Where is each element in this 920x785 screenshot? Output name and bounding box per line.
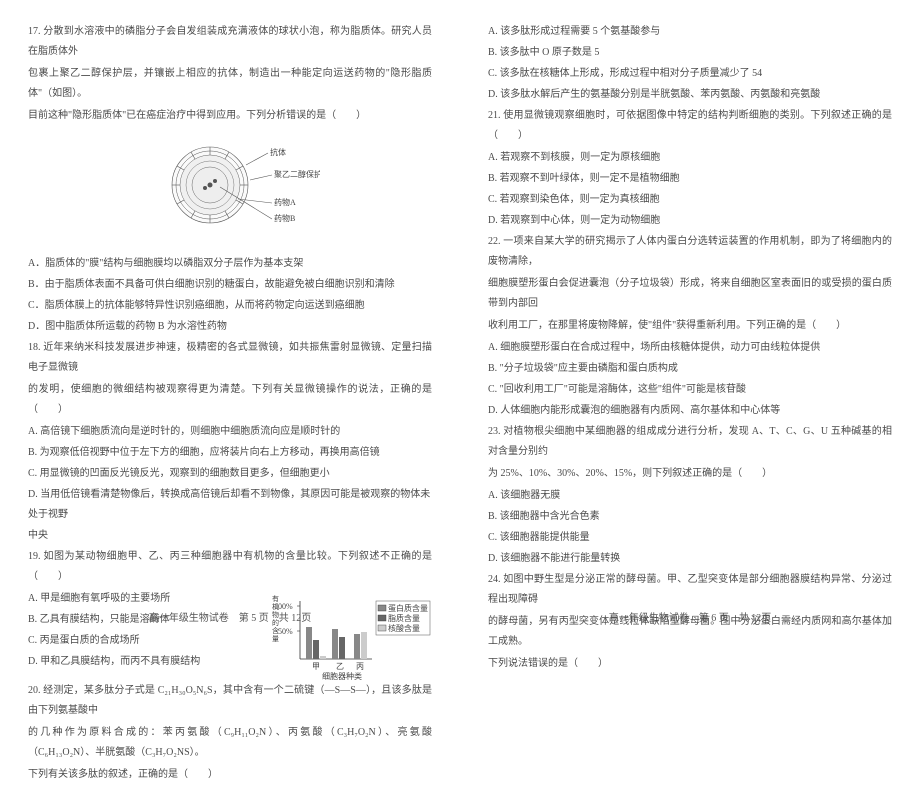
q23-opt-b: B. 该细胞器中含光合色素 <box>488 507 892 527</box>
q23-line: 23. 对植物根尖细胞中某细胞器的组成成分进行分析，发现 A、T、C、G、U 五… <box>488 422 892 462</box>
q22-opt-c: C. "回收利用工厂"可能是溶酶体，这些"组件"可能是核苷酸 <box>488 380 892 400</box>
liposome-svg: 抗体 聚乙二醇保护层 药物A 药物B <box>140 130 320 240</box>
label-drug-a: 药物A <box>274 197 296 207</box>
q17-stem: 17. 分散到水溶液中的磷脂分子会自发组装成充满液体的球状小泡，称为脂质体。研究… <box>28 22 432 126</box>
q23-opt-d: D. 该细胞器不能进行能量转换 <box>488 549 892 569</box>
q21-line: 21. 使用显微镜观察细胞时，可依据图像中特定的结构判断细胞的类别。下列叙述正确… <box>488 106 892 146</box>
xcat-2: 乙 <box>336 662 344 671</box>
bar-nucleic <box>320 656 326 659</box>
q20-opt-c: C. 该多肽在核糖体上形成，形成过程中相对分子质量减少了 54 <box>488 64 892 84</box>
q20-line: 的几种作为原料合成的：苯丙氨酸（C₉H₁₁O₂N）、丙氨酸（C₃H₇O₂N）、亮… <box>28 723 432 763</box>
q18-line: 的发明，使细胞的微细结构被观察得更为清楚。下列有关显微镜操作的说法，正确的是（ … <box>28 380 432 420</box>
q18-opt-a: A. 高倍镜下细胞质流向是逆时针的，则细胞中细胞质流向应是顺时针的 <box>28 422 432 442</box>
q22-line: 收利用工厂，在那里将废物降解，使"组件"获得重新利用。下列正确的是（ ） <box>488 316 892 336</box>
label-drug-b: 药物B <box>274 213 295 223</box>
bar-protein <box>306 627 312 659</box>
bar-lipid <box>339 637 345 659</box>
leader <box>246 153 268 165</box>
q23-opt-a: A. 该细胞器无膜 <box>488 486 892 506</box>
q17-line: 17. 分散到水溶液中的磷脂分子会自发组装成充满液体的球状小泡，称为脂质体。研究… <box>28 22 432 62</box>
q24-line: 下列说法错误的是（ ） <box>488 654 892 674</box>
xcat-1: 甲 <box>312 662 320 671</box>
q17-diagram: 抗体 聚乙二醇保护层 药物A 药物B <box>28 130 432 248</box>
q17-opt-c: C．脂质体膜上的抗体能够特异性识别癌细胞，从而将药物定向运送到癌细胞 <box>28 296 432 316</box>
footer-right: 高一年级生物试卷 第 6 页 共 12页 <box>460 609 920 629</box>
q20-opt-a: A. 该多肽形成过程需要 5 个氨基酸参与 <box>488 22 892 42</box>
q18-opt-b: B. 为观察低倍视野中位于左下方的细胞，应将装片向右上方移动，再换用高倍镜 <box>28 443 432 463</box>
q19-line: 19. 如图为某动物细胞甲、乙、丙三种细胞器中有机物的含量比较。下列叙述不正确的… <box>28 547 432 587</box>
q17-opt-b: B．由于脂质体表面不具备可供白细胞识别的糖蛋白，故能避免被白细胞识别和清除 <box>28 275 432 295</box>
q22-line: 22. 一项来自某大学的研究揭示了人体内蛋白分选转运装置的作用机制，即为了将细胞… <box>488 232 892 272</box>
q23-opt-c: C. 该细胞器能提供能量 <box>488 528 892 548</box>
page-right: A. 该多肽形成过程需要 5 个氨基酸参与 B. 该多肽中 O 原子数是 5 C… <box>460 0 920 637</box>
q21-opt-d: D. 若观察到中心体，则一定为动物细胞 <box>488 211 892 231</box>
label-antibody: 抗体 <box>270 147 286 157</box>
q22-line: 细胞膜塑形蛋白会促进囊泡（分子垃圾袋）形成，将来自细胞区室表面旧的或受损的蛋白质… <box>488 274 892 314</box>
drug-b-dot <box>208 183 213 188</box>
q22-opt-b: B. "分子垃圾袋"应主要由磷脂和蛋白质构成 <box>488 359 892 379</box>
q20-line: 20. 经测定，某多肽分子式是 C₂₁H₃₀O₅N₆S，其中含有一个二硫键（—S… <box>28 681 432 721</box>
q20-opt-b: B. 该多肽中 O 原子数是 5 <box>488 43 892 63</box>
q23-line: 为 25%、10%、30%、20%、15%，则下列叙述正确的是（ ） <box>488 464 892 484</box>
q17-opt-d: D．图中脂质体所运载的药物 B 为水溶性药物 <box>28 317 432 337</box>
q17-opt-a: A．脂质体的"膜"结构与细胞膜均以磷脂双分子层作为基本支架 <box>28 254 432 274</box>
leader <box>250 175 272 180</box>
q20-opt-d: D. 该多肽水解后产生的氨基酸分别是半胱氨酸、苯丙氨酸、丙氨酸和亮氨酸 <box>488 85 892 105</box>
x-label: 细胞器种类 <box>322 671 362 681</box>
q19-chart: 50% 100% 有机物的含量 甲 乙 丙 细胞器种类 蛋白质含量 <box>272 591 432 681</box>
q21-opt-b: B. 若观察不到叶绿体，则一定不是植物细胞 <box>488 169 892 189</box>
drug-b-dot <box>213 179 217 183</box>
bar-protein <box>332 629 338 659</box>
q20-line: 下列有关该多肽的叙述，正确的是（ ） <box>28 765 432 785</box>
q18-opt-c: C. 用显微镜的凹面反光镜反光，观察到的细胞数目更多，但细胞更小 <box>28 464 432 484</box>
bar-lipid <box>313 640 319 659</box>
q24-line: 24. 如图中野生型是分泌正常的酵母菌。甲、乙型突变体是部分细胞器膜结构异常、分… <box>488 570 892 610</box>
q22-opt-a: A. 细胞膜塑形蛋白在合成过程中，场所由核糖体提供，动力可由线粒体提供 <box>488 338 892 358</box>
footer-left: 高一年级生物试卷 第 5 页 共 12页 <box>0 609 460 629</box>
drug-b-dot <box>203 186 207 190</box>
q17-line: 包裹上聚乙二醇保护层，并镶嵌上相应的抗体，制造出一种能定向运送药物的"隐形脂质体… <box>28 64 432 104</box>
q22-opt-d: D. 人体细胞内能形成囊泡的细胞器有内质网、高尔基体和中心体等 <box>488 401 892 421</box>
q18-line: 18. 近年来纳米科技发展进步神速，极精密的各式显微镜，如共振焦雷射显微镜、定量… <box>28 338 432 378</box>
q18-opt-d2: 中央 <box>28 526 432 546</box>
label-peg: 聚乙二醇保护层 <box>274 169 320 179</box>
bar-nucleic <box>361 632 367 659</box>
q18-opt-d: D. 当用低倍镜看清楚物像后，转换成高倍镜后却看不到物像，其原因可能是被观察的物… <box>28 485 432 525</box>
q21-opt-a: A. 若观察不到核膜，则一定为原核细胞 <box>488 148 892 168</box>
q19-chart-svg: 50% 100% 有机物的含量 甲 乙 丙 细胞器种类 蛋白质含量 <box>272 591 432 681</box>
bar-protein <box>354 634 360 659</box>
q21-opt-c: C. 若观察到染色体，则一定为真核细胞 <box>488 190 892 210</box>
page-left: 17. 分散到水溶液中的磷脂分子会自发组装成充满液体的球状小泡，称为脂质体。研究… <box>0 0 460 637</box>
xcat-3: 丙 <box>356 662 364 671</box>
q17-line: 目前这种"隐形脂质体"已在癌症治疗中得到应用。下列分析错误的是（ ） <box>28 106 432 126</box>
